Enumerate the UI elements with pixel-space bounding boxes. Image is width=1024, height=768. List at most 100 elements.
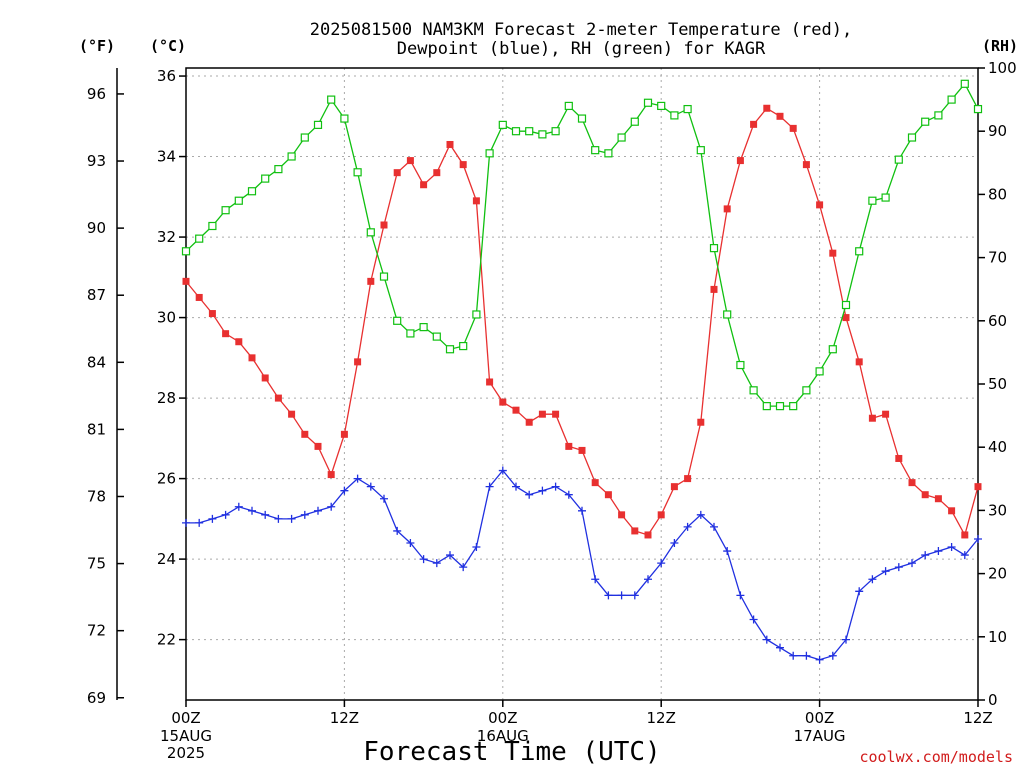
dewpoint-point <box>446 551 454 560</box>
rh-point <box>775 402 785 411</box>
series-dewpoint <box>182 466 982 664</box>
series-layer <box>181 79 983 664</box>
series-rh <box>181 79 983 411</box>
temperature-point <box>948 507 956 515</box>
rh-point <box>221 206 230 215</box>
dewpoint-point <box>960 551 969 560</box>
rh-point <box>564 101 573 111</box>
plot-frame <box>185 67 979 701</box>
dewpoint-point <box>749 615 758 624</box>
dewpoint-point <box>683 522 692 531</box>
rh-point <box>472 310 481 319</box>
temperature-point <box>591 479 599 487</box>
rh-tick-label: 50 <box>988 375 1007 393</box>
x-tick-label: 12Z <box>963 709 992 727</box>
rh-point <box>379 272 389 281</box>
dewpoint-point <box>710 522 718 531</box>
dewpoint-point <box>353 474 362 483</box>
x-axis-title: Forecast Time (UTC) <box>363 737 660 767</box>
temperature-point <box>631 527 639 535</box>
dewpoint-point <box>472 543 481 552</box>
series-temperature <box>182 104 982 539</box>
dewpoint-point <box>657 559 666 568</box>
temperature-point <box>235 338 243 346</box>
dewpoint-point <box>842 635 850 644</box>
temperature-point <box>868 414 876 422</box>
rh-point <box>287 152 296 161</box>
dewpoint-point <box>419 555 428 564</box>
celsius-unit-label: (°C) <box>150 37 186 55</box>
series-line-dewpoint <box>186 469 979 661</box>
temperature-point <box>538 410 546 418</box>
dewpoint-point <box>485 482 494 491</box>
dewpoint-point <box>881 567 890 576</box>
rh-point <box>617 133 626 142</box>
temperature-point <box>459 161 467 169</box>
temperature-point <box>921 491 929 499</box>
dewpoint-point <box>538 486 547 495</box>
temperature-point <box>552 410 560 418</box>
rh-point <box>459 341 468 351</box>
axes: 69 72 75 78 81 84 87 90 93 96 22 24 26 28 30 32 34 36 0 10 2… <box>87 59 1017 762</box>
rh-point <box>921 117 930 126</box>
grid-lines <box>186 68 978 700</box>
temperature-point <box>472 197 480 205</box>
dewpoint-point <box>366 482 375 491</box>
rh-point <box>419 323 428 332</box>
dewpoint-point <box>604 591 613 600</box>
temperature-point <box>895 454 903 462</box>
dewpoint-point <box>380 494 388 503</box>
dewpoint-point <box>789 651 798 660</box>
rh-point <box>274 165 283 174</box>
temperature-point <box>776 112 784 120</box>
temperature-point <box>261 374 269 382</box>
temperature-point <box>486 378 494 386</box>
temperature-point <box>393 169 401 177</box>
rh-point <box>181 247 191 256</box>
dewpoint-point <box>261 510 270 519</box>
fahrenheit-tick-label: 96 <box>87 85 106 103</box>
dewpoint-point <box>921 551 930 560</box>
celsius-tick-label: 34 <box>157 148 176 166</box>
fahrenheit-tick-label: 75 <box>87 555 106 573</box>
temperature-point <box>499 398 507 406</box>
x-tick-label: 12Z <box>647 709 676 727</box>
rh-point <box>234 196 243 205</box>
dewpoint-point <box>564 490 573 499</box>
temperature-point <box>604 491 612 499</box>
rh-point <box>973 104 983 114</box>
temperature-point <box>697 418 705 426</box>
rh-point <box>868 196 877 205</box>
dewpoint-point <box>195 518 204 527</box>
temperature-point <box>525 418 533 426</box>
rh-point <box>551 127 560 136</box>
temperature-point <box>618 511 626 519</box>
x-tick-label: 12Z <box>330 709 359 727</box>
rh-point <box>657 101 666 111</box>
temperature-point <box>512 406 520 414</box>
temperature-point <box>182 277 190 285</box>
fahrenheit-tick-label: 93 <box>87 152 106 170</box>
celsius-tick-label: 30 <box>157 309 176 327</box>
fahrenheit-unit-label: (°F) <box>79 37 115 55</box>
rh-tick-label: 0 <box>988 691 998 709</box>
rh-point <box>208 221 217 231</box>
rh-point <box>327 95 336 104</box>
temperature-point <box>961 531 969 539</box>
x-tick-date-label: 15AUG <box>160 727 212 745</box>
celsius-tick-label: 22 <box>157 631 176 649</box>
dewpoint-point <box>947 543 956 552</box>
rh-point <box>934 111 943 120</box>
rh-point <box>432 332 441 341</box>
temperature-point <box>288 410 296 418</box>
rh-tick-label: 70 <box>988 249 1007 267</box>
temperature-point <box>248 354 256 362</box>
rh-point <box>511 127 521 136</box>
temperature-point <box>908 479 916 487</box>
rh-point <box>445 345 455 354</box>
rh-point <box>841 300 851 310</box>
temperature-point <box>367 277 375 285</box>
temperature-point <box>274 394 282 402</box>
dewpoint-point <box>182 518 190 527</box>
